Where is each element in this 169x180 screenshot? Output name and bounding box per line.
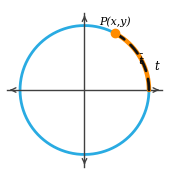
Text: t: t xyxy=(154,60,159,73)
Text: P(x,y): P(x,y) xyxy=(99,16,131,27)
Text: $\bar{t}$: $\bar{t}$ xyxy=(138,53,145,67)
